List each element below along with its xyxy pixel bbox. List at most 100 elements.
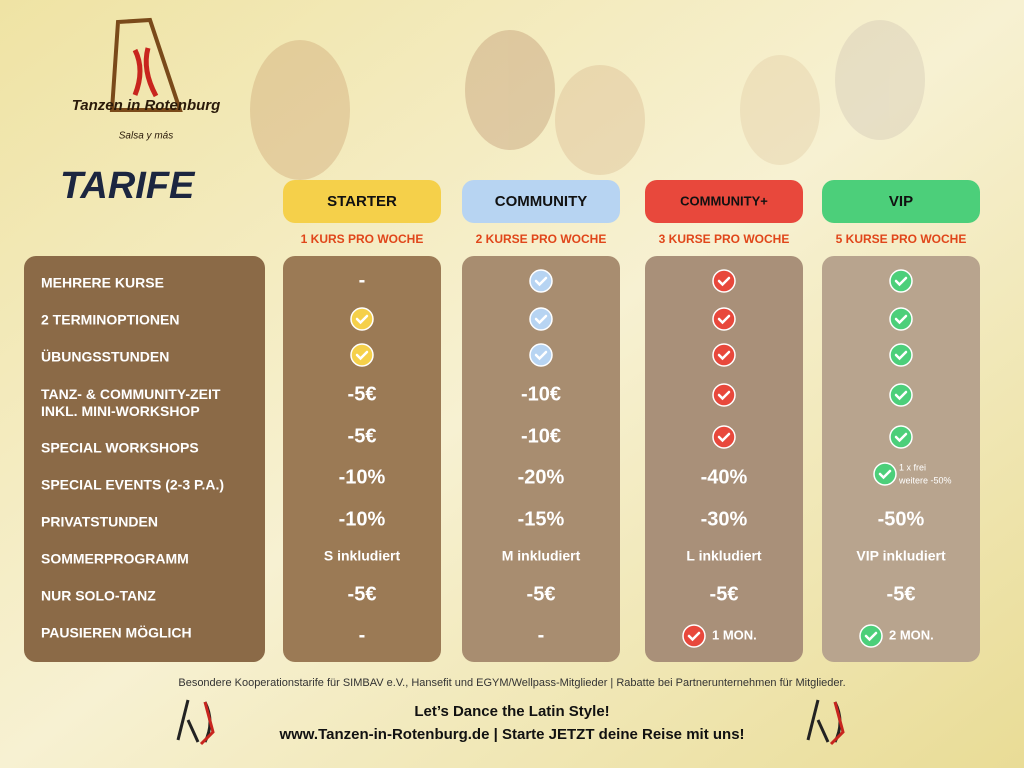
check-mark: [534, 276, 548, 287]
check-mark: [355, 314, 369, 325]
check-mark: [717, 314, 731, 325]
cell-value: -15%: [518, 508, 565, 530]
title: TARIFE: [60, 165, 196, 207]
cell-value: -: [359, 269, 366, 291]
check-circle: [712, 425, 736, 449]
check-mark: [894, 432, 908, 443]
cell-value: -: [538, 624, 545, 646]
plan-name: VIP: [889, 193, 913, 210]
plan-header: [645, 180, 803, 223]
row-label: PAUSIEREN MÖGLICH: [41, 625, 192, 641]
cell-value: -5€: [710, 583, 739, 605]
check-circle: [889, 383, 913, 407]
check-circle: [350, 343, 374, 367]
plan-header: [283, 180, 441, 223]
row-label: SOMMERPROGRAMM: [41, 551, 189, 567]
check-icon: [889, 343, 913, 367]
plan-subtitle: 2 KURSE PRO WOCHE: [476, 232, 607, 246]
slogan: Let’s Dance the Latin Style!: [414, 703, 609, 720]
row-label: SPECIAL WORKSHOPS: [41, 440, 199, 456]
check-circle: [889, 425, 913, 449]
check-circle: [712, 343, 736, 367]
photo-placeholder: [250, 20, 925, 180]
check-circle: [712, 383, 736, 407]
check-icon: [712, 307, 736, 331]
check-mark: [864, 631, 878, 642]
plan-subtitle: 3 KURSE PRO WOCHE: [659, 232, 790, 246]
plan-column: [462, 256, 620, 662]
dancers-right: [806, 699, 845, 746]
plan-header: [822, 180, 980, 223]
cell-value: 1 MON.: [712, 627, 757, 642]
check-circle: [873, 462, 897, 486]
cell-value: S inkludiert: [324, 548, 401, 564]
check-mark: [355, 350, 369, 361]
cell-value: -10%: [339, 466, 386, 488]
check-mark: [717, 432, 731, 443]
check-mark: [534, 350, 548, 361]
plan-name: COMMUNITY: [495, 193, 588, 210]
row-label: TANZ- & COMMUNITY-ZEIT INKL. MINI-WORKSHO…: [41, 386, 221, 419]
plan-column: [283, 256, 441, 662]
plan-column: [822, 256, 980, 662]
check-icon: [712, 343, 736, 367]
check-icon: [873, 462, 897, 486]
check-icon: [350, 307, 374, 331]
check-mark: [717, 350, 731, 361]
check-icon: [889, 383, 913, 407]
check-mark: [534, 314, 548, 325]
cell-value: -10%: [339, 508, 386, 530]
check-circle: [889, 307, 913, 331]
check-mark: [687, 631, 701, 642]
check-circle: [889, 343, 913, 367]
cell-value: -30%: [701, 508, 748, 530]
check-icon: [712, 425, 736, 449]
check-mark: [894, 314, 908, 325]
cell-value: -10€: [521, 425, 561, 447]
cell-note: 1 x frei: [899, 462, 926, 472]
check-icon: [350, 343, 374, 367]
check-circle: [859, 624, 883, 648]
check-circle: [529, 343, 553, 367]
check-circle: [350, 307, 374, 331]
check-circle: [529, 269, 553, 293]
cell-value: -5€: [527, 583, 556, 605]
plan-name: COMMUNITY+: [680, 193, 768, 208]
cell-note: weitere -50%: [898, 475, 952, 485]
cell-value: L inkludiert: [686, 548, 762, 564]
url-line: www.Tanzen-in-Rotenburg.de | Starte JETZ…: [278, 726, 744, 743]
logo: Tanzen in Rotenburg Salsa y más: [72, 17, 220, 142]
row-label: MEHRERE KURSE: [41, 275, 164, 291]
cell-value: -5€: [348, 425, 377, 447]
check-icon: [529, 307, 553, 331]
row-label: PRIVATSTUNDEN: [41, 514, 158, 530]
plan-subtitle: 5 KURSE PRO WOCHE: [836, 232, 967, 246]
row-label-line: TANZ- & COMMUNITY-ZEIT: [41, 386, 221, 402]
cell-value: -20%: [518, 466, 565, 488]
cell-value: -5€: [887, 583, 916, 605]
cell-value: -5€: [348, 383, 377, 405]
check-icon: [712, 269, 736, 293]
plan-name: STARTER: [327, 193, 397, 210]
row-label-line: INKL. MINI-WORKSHOP: [41, 403, 200, 419]
check-circle: [889, 269, 913, 293]
check-mark: [878, 469, 892, 480]
cell-value: -: [359, 624, 366, 646]
cell-value: 2 MON.: [889, 627, 934, 642]
cell-value: -50%: [878, 508, 925, 530]
plan-header: [462, 180, 620, 223]
footer-note: Besondere Kooperationstarife für SIMBAV …: [178, 677, 845, 689]
check-icon: [712, 383, 736, 407]
row-label: SPECIAL EVENTS (2-3 P.A.): [41, 477, 224, 493]
check-icon: [529, 343, 553, 367]
dancers-left: [176, 699, 215, 746]
check-icon: [889, 307, 913, 331]
check-circle: [682, 624, 706, 648]
cell-value: -40%: [701, 466, 748, 488]
plan-column: [645, 256, 803, 662]
cell-value: -5€: [348, 583, 377, 605]
row-label: ÜBUNGSSTUNDEN: [41, 349, 169, 365]
check-circle: [712, 307, 736, 331]
check-icon: [859, 624, 883, 648]
